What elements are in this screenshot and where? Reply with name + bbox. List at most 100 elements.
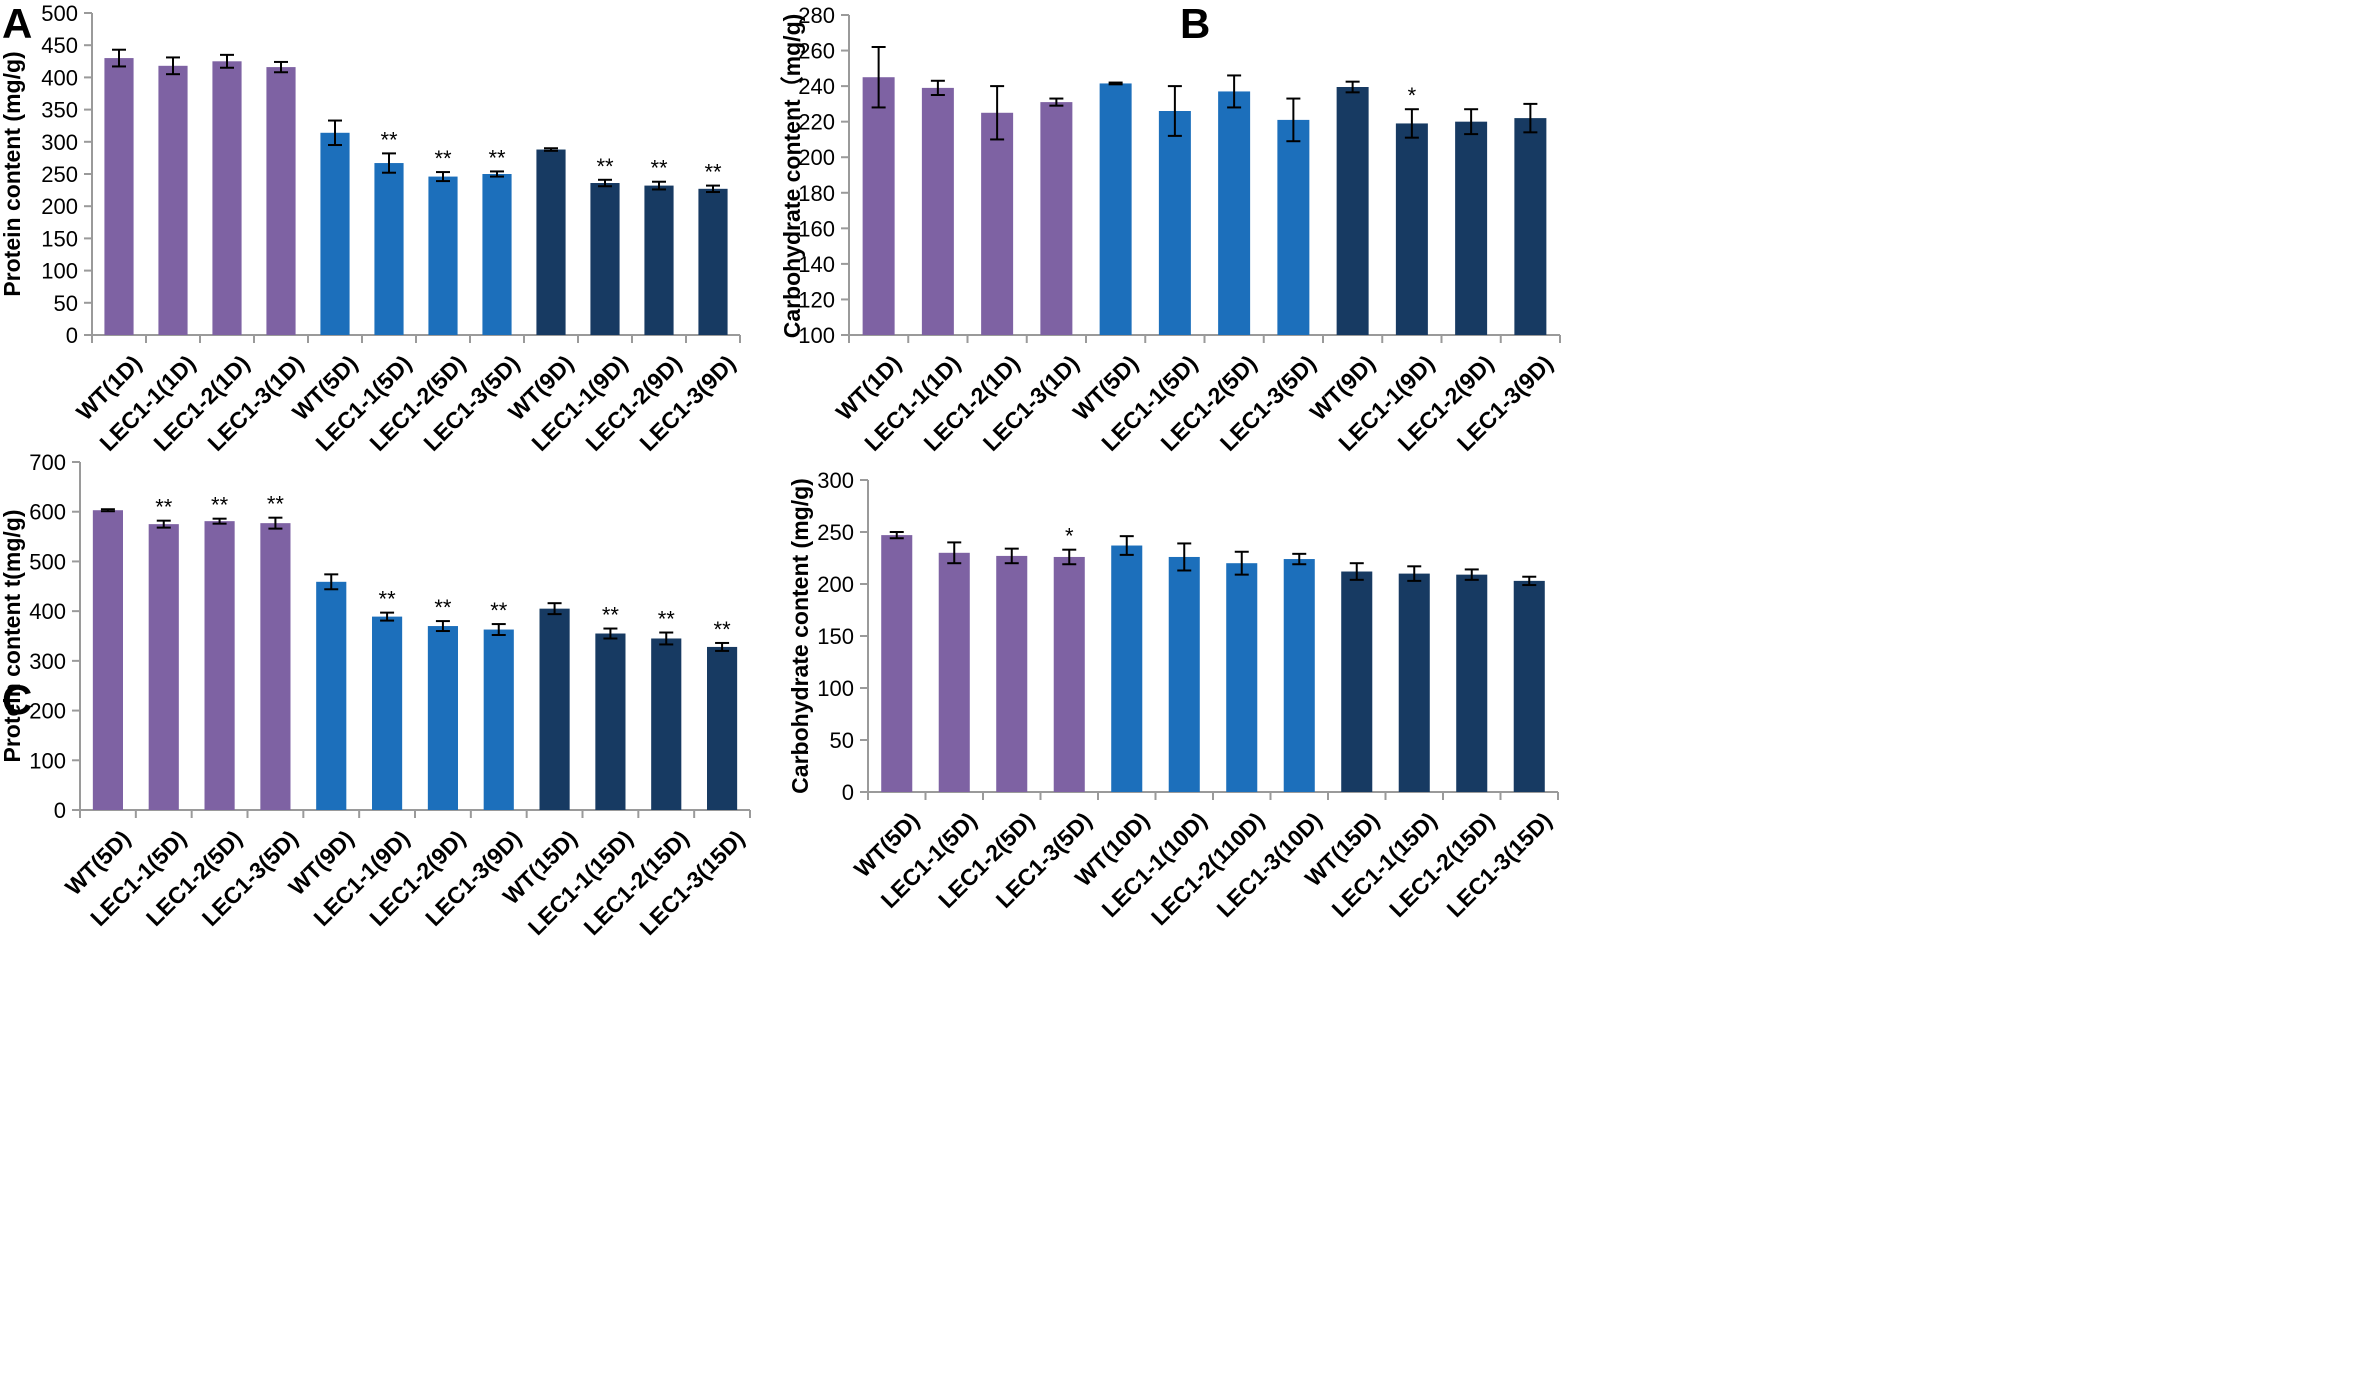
significance-label: **: [714, 617, 732, 642]
bar: [1158, 111, 1191, 335]
bar: [1053, 556, 1085, 792]
bar: [1283, 559, 1315, 792]
bar: [1341, 571, 1373, 792]
bar: [260, 523, 291, 810]
y-tick-label: 240: [798, 74, 835, 99]
bar: [981, 112, 1014, 336]
panel-label-c: C: [2, 676, 32, 723]
bar: [881, 535, 913, 792]
bar: [372, 616, 403, 810]
significance-label: **: [155, 495, 173, 520]
significance-label: **: [596, 154, 614, 179]
significance-label: **: [704, 160, 722, 185]
y-tick-label: 500: [41, 1, 78, 26]
bar: [212, 61, 242, 336]
bar: [204, 521, 235, 810]
y-tick-label: 250: [817, 520, 854, 545]
chart-c: 0 100 200 300 400 500 600 700 Protein content t(…: [0, 450, 751, 940]
y-tick-label: 160: [798, 216, 835, 241]
bar: [266, 67, 296, 335]
bar: [427, 626, 458, 810]
bar: [536, 149, 566, 335]
y-tick-label: 140: [798, 252, 835, 277]
y-tick-label: 300: [41, 130, 78, 155]
y-tick-label: 400: [41, 65, 78, 90]
y-tick-label: 500: [29, 549, 66, 574]
y-tick-label: 0: [842, 780, 854, 805]
y-tick-label: 100: [817, 676, 854, 701]
y-tick-label: 100: [29, 748, 66, 773]
bar: [1168, 556, 1200, 792]
panel-label-a: A: [2, 0, 32, 47]
bar: [483, 629, 514, 810]
bar: [148, 524, 179, 810]
bar: [92, 510, 123, 810]
y-tick-label: 250: [41, 162, 78, 187]
bar: [921, 87, 954, 335]
y-tick-label: 280: [798, 3, 835, 28]
significance-label: **: [379, 587, 397, 612]
bar: [698, 188, 728, 335]
bar: [938, 552, 970, 792]
bar: [1111, 545, 1143, 792]
bar: [1514, 118, 1547, 335]
significance-label: **: [434, 595, 452, 620]
significance-label: **: [658, 607, 676, 632]
y-tick-label: 300: [817, 468, 854, 493]
bar: [1395, 123, 1428, 335]
y-tick-label: 150: [817, 624, 854, 649]
bar: [862, 77, 895, 335]
panel-label-b: B: [1180, 0, 1210, 47]
bar: [996, 555, 1028, 792]
y-tick-label: 350: [41, 98, 78, 123]
y-tick-label: 150: [41, 226, 78, 251]
y-tick-label: 220: [798, 110, 835, 135]
y-axis-label: Protein content t(mg/g): [0, 510, 25, 763]
bar: [1513, 580, 1545, 792]
chart-a: 0 50 100 150 200 250 300 350 400 450 500 Protein co…: [0, 1, 741, 456]
y-tick-label: 100: [798, 323, 835, 348]
bar: [644, 185, 674, 335]
bar: [1040, 102, 1073, 335]
bar: [1099, 83, 1132, 335]
y-tick-label: 200: [798, 145, 835, 170]
y-tick-label: 200: [817, 572, 854, 597]
bar: [320, 132, 350, 335]
significance-label: **: [602, 603, 620, 628]
y-tick-label: 200: [41, 194, 78, 219]
bar: [539, 608, 570, 810]
bar: [374, 163, 404, 335]
y-tick-label: 700: [29, 450, 66, 475]
y-tick-label: 120: [798, 287, 835, 312]
y-tick-label: 450: [41, 33, 78, 58]
bar: [1456, 574, 1488, 792]
significance-label: **: [488, 145, 506, 170]
y-tick-label: 0: [66, 323, 78, 348]
bar: [1277, 119, 1310, 335]
bar: [316, 581, 347, 810]
bar: [104, 58, 134, 336]
y-tick-label: 180: [798, 181, 835, 206]
y-tick-label: 600: [29, 500, 66, 525]
y-tick-label: 300: [29, 649, 66, 674]
y-axis-label: Protein content (mg/g): [0, 51, 25, 296]
chart-b: 100 120 140 160 180 200 220 240 260 280Carbohydra…: [779, 3, 1561, 456]
y-axis-label: Carbohydrate content (mg/g): [787, 478, 813, 794]
bar: [595, 633, 626, 810]
significance-label: **: [650, 156, 668, 181]
y-axis-label: Carbohydrate content（mg/g): [779, 14, 805, 339]
significance-label: **: [434, 146, 452, 171]
bar: [590, 183, 620, 335]
y-tick-label: 260: [798, 39, 835, 64]
significance-label: **: [267, 492, 285, 517]
bar: [1336, 87, 1369, 335]
bar: [158, 65, 188, 336]
y-tick-label: 50: [54, 291, 78, 316]
y-tick-label: 0: [54, 798, 66, 823]
significance-label: **: [490, 598, 508, 623]
y-tick-label: 400: [29, 599, 66, 624]
significance-label: *: [1408, 83, 1417, 108]
bar: [1226, 563, 1258, 792]
